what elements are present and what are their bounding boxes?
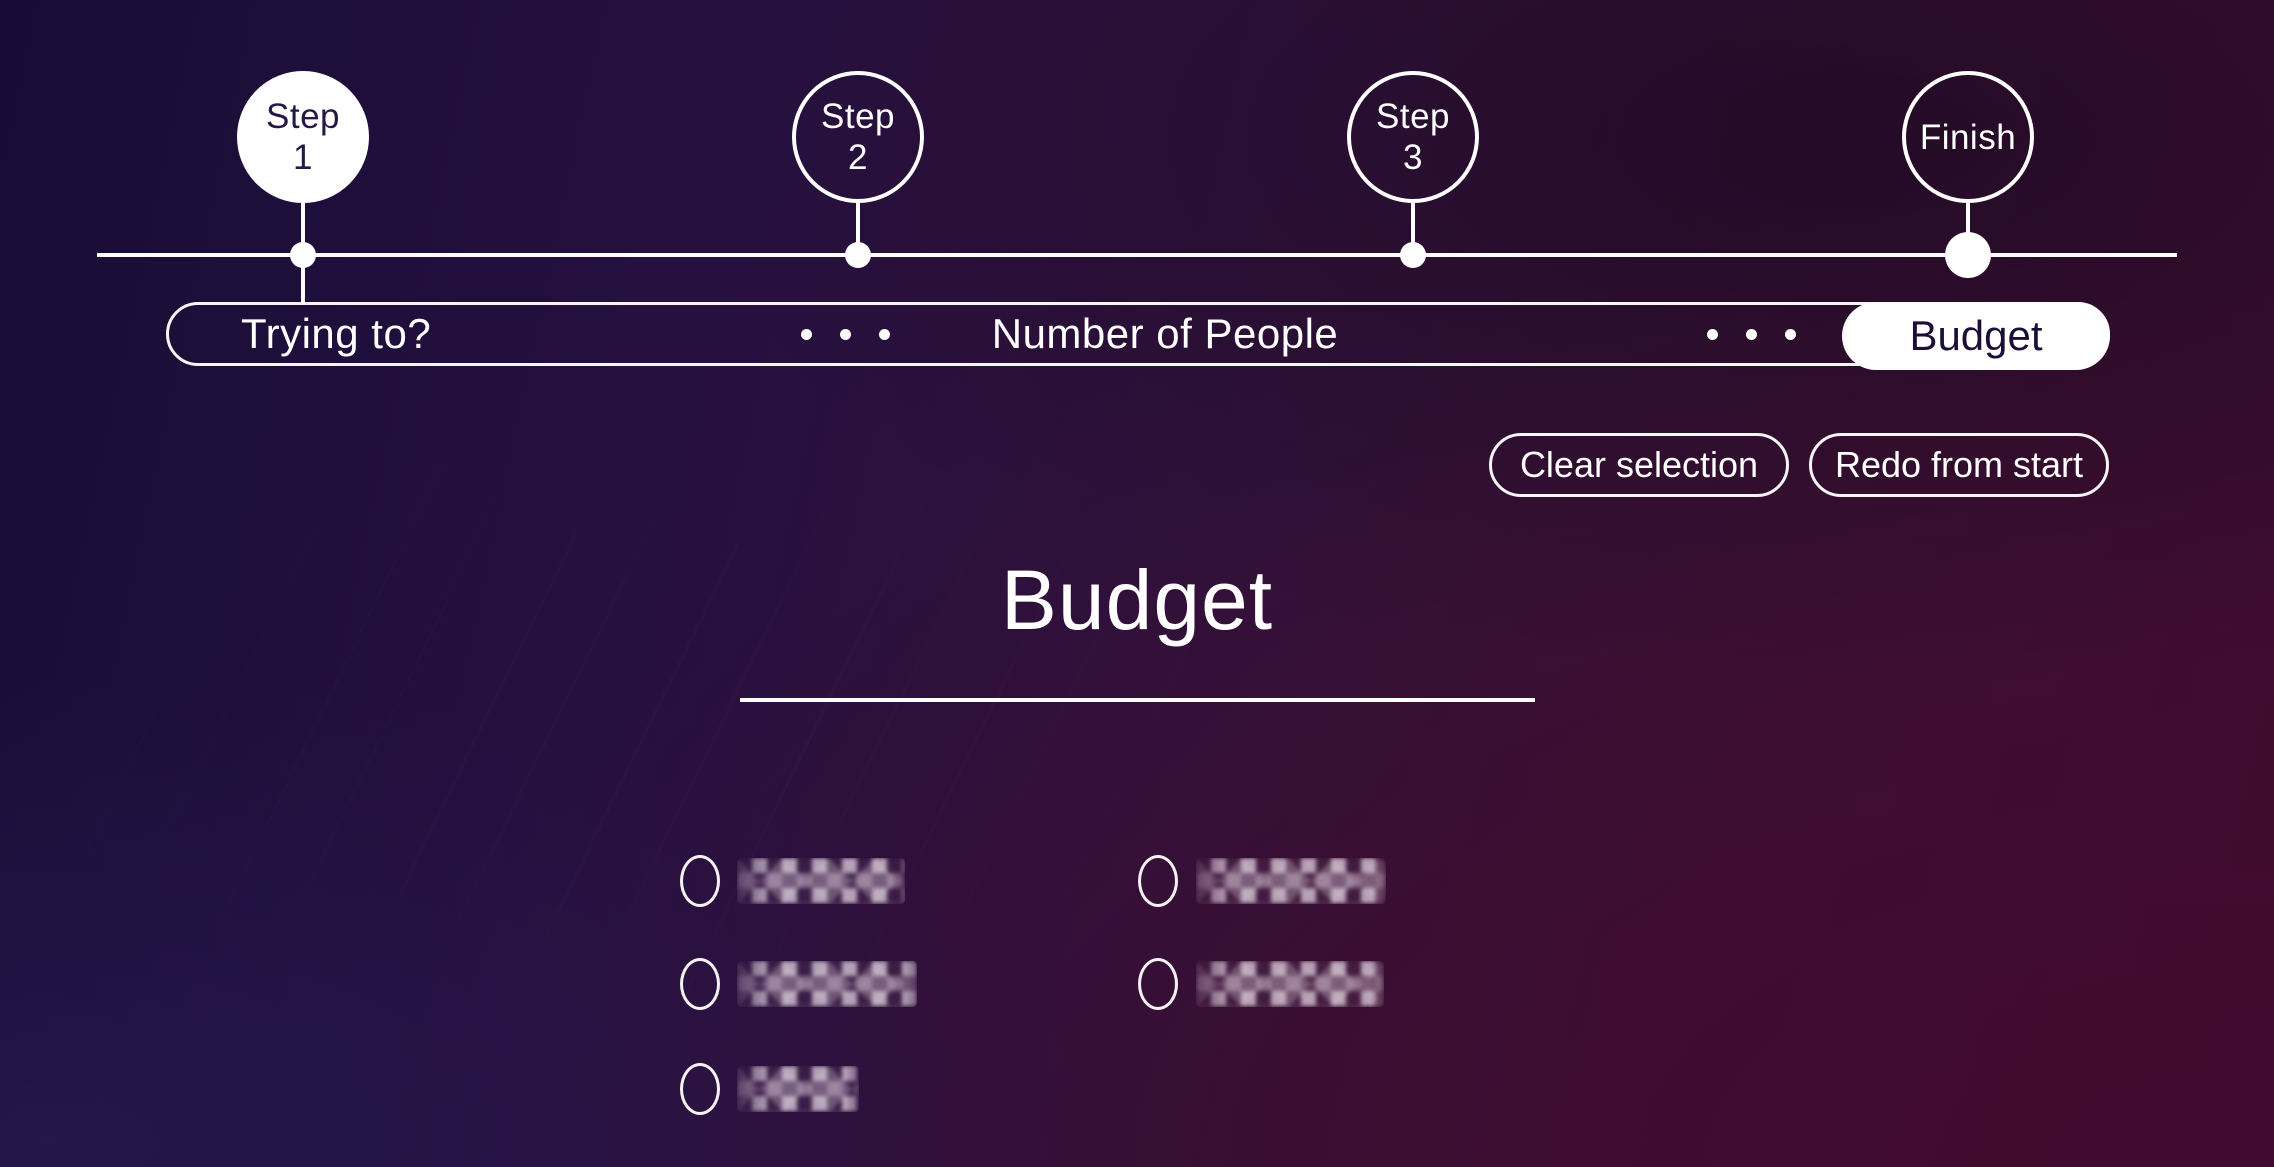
option-label-redacted (737, 858, 905, 904)
finish-connector (1966, 201, 1970, 241)
budget-option-2[interactable] (1138, 855, 1418, 915)
stepper-step-3[interactable]: Step 3 (1347, 71, 1479, 203)
ellipsis-dots (1707, 305, 1796, 363)
finish-node-dot (1945, 232, 1991, 278)
page-title: Budget (1000, 553, 1274, 647)
step-label: Step (821, 97, 895, 136)
step3-node-dot (1400, 242, 1426, 268)
step-number: 2 (848, 138, 868, 177)
radio-icon[interactable] (1138, 855, 1178, 907)
redo-from-start-button[interactable]: Redo from start (1809, 433, 2109, 497)
budget-option-5[interactable] (680, 1063, 900, 1123)
radio-icon[interactable] (680, 958, 720, 1010)
option-label-redacted (737, 961, 917, 1007)
clear-selection-button[interactable]: Clear selection (1489, 433, 1789, 497)
radio-icon[interactable] (680, 855, 720, 907)
title-underline (740, 698, 1535, 702)
budget-option-4[interactable] (1138, 958, 1418, 1018)
step-label: Finish (1919, 117, 2017, 157)
budget-option-3[interactable] (680, 958, 960, 1018)
step1-node-dot (290, 242, 316, 268)
step-number: 3 (1403, 138, 1423, 177)
breadcrumb-item-trying-to[interactable]: Trying to? (241, 310, 432, 357)
step2-connector (856, 201, 860, 257)
radio-icon[interactable] (680, 1063, 720, 1115)
option-label-redacted (1196, 961, 1384, 1007)
breadcrumb-item-budget-active[interactable]: Budget (1842, 302, 2110, 370)
breadcrumb-item-number-of-people[interactable]: Number of People (991, 310, 1339, 357)
ellipsis-dots (801, 305, 890, 363)
step3-connector (1411, 201, 1415, 257)
budget-option-1[interactable] (680, 855, 940, 915)
stepper-step-finish[interactable]: Finish (1902, 71, 2034, 203)
step-label: Step (1376, 97, 1450, 136)
step2-node-dot (845, 242, 871, 268)
breadcrumb: Trying to? Number of People Budget (166, 302, 2110, 370)
stepper-timeline (97, 253, 2177, 257)
option-label-redacted (737, 1066, 859, 1112)
radio-icon[interactable] (1138, 958, 1178, 1010)
step-number: 1 (293, 138, 313, 177)
option-label-redacted (1196, 858, 1386, 904)
stepper-step-1[interactable]: Step 1 (237, 71, 369, 203)
step-label: Step (266, 97, 340, 136)
stepper-step-2[interactable]: Step 2 (792, 71, 924, 203)
